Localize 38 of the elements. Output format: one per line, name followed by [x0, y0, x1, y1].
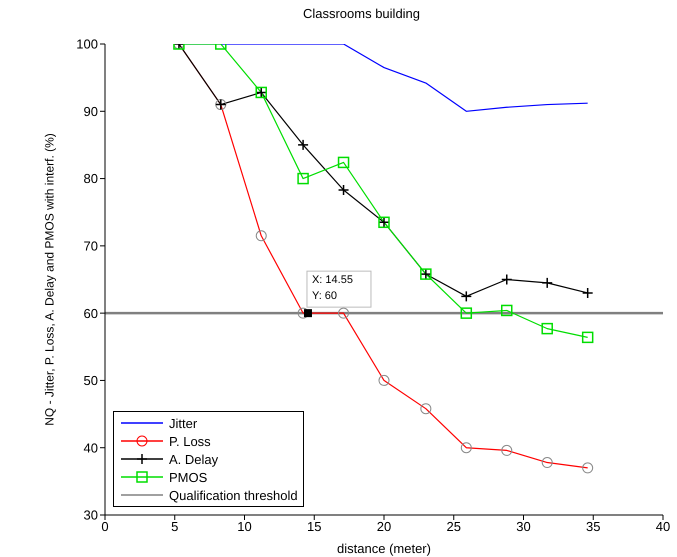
x-tick-label: 0 [101, 519, 109, 534]
point [582, 332, 594, 344]
legend-label: A. Delay [169, 452, 218, 466]
y-tick-label: 70 [84, 238, 98, 254]
y-tick-label: 30 [84, 508, 98, 523]
y-tick-label: 100 [76, 36, 98, 52]
y-tick-label: 60 [84, 306, 98, 321]
y-axis-title: NQ - Jitter, P. Loss, A. Delay and PMOS with interf. (%) [42, 133, 56, 426]
y-tick-label: 50 [84, 373, 98, 388]
legend-label: PMOS [169, 470, 208, 484]
y-tick-label: 40 [84, 440, 98, 456]
point [338, 156, 350, 168]
y-tick-label: 90 [84, 104, 98, 119]
point [297, 139, 309, 151]
chart-title: Classrooms building [302, 6, 420, 21]
x-tick-label: 10 [237, 519, 252, 534]
x-tick-label: 15 [307, 519, 322, 534]
x-axis-title: distance (meter) [337, 541, 431, 556]
x-tick-label: 30 [516, 519, 531, 534]
x-tick-label: 20 [376, 519, 392, 534]
point [541, 277, 553, 289]
x-tick-label: 35 [586, 519, 600, 534]
y-tick-label: 80 [84, 171, 98, 186]
point [460, 290, 472, 302]
point [501, 274, 513, 286]
legend-label: Qualification threshold [169, 488, 298, 502]
legend-label: P. Loss [169, 434, 211, 448]
x-tick-label: 5 [171, 519, 178, 534]
point [297, 172, 309, 184]
point [582, 287, 594, 299]
legend-label: Jitter [169, 416, 198, 430]
x-tick-label: 25 [446, 519, 461, 534]
point [460, 307, 472, 319]
point [541, 322, 553, 334]
point [338, 184, 350, 196]
point [501, 304, 513, 316]
annotation: X: 14.55 Y: 60 [312, 274, 353, 302]
x-tick-label: 40 [656, 519, 670, 534]
